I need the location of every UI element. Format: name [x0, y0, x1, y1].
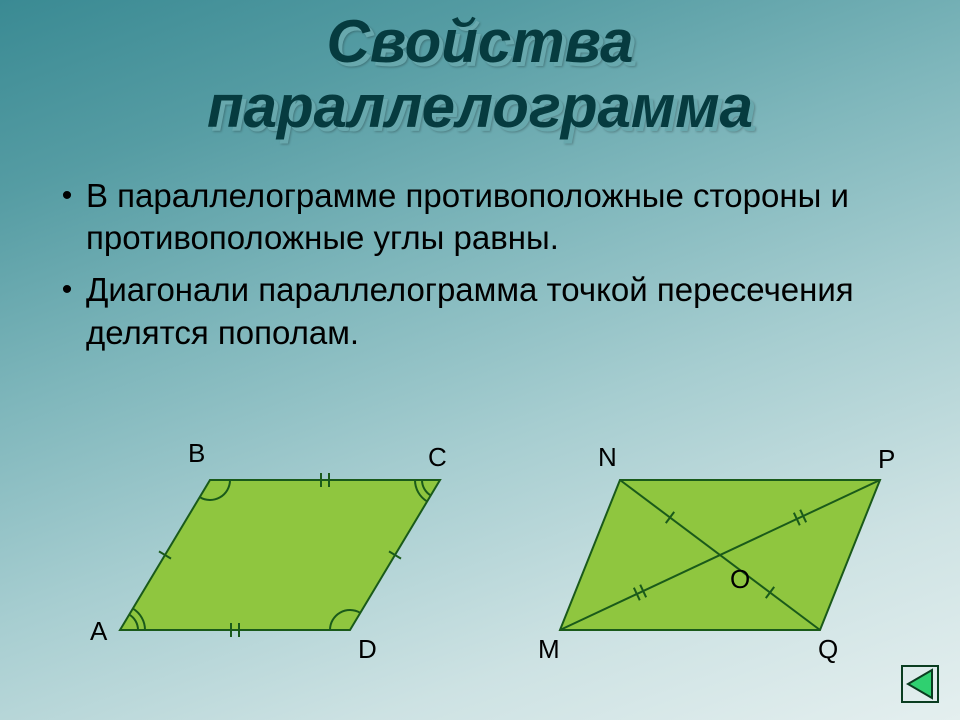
prev-slide-icon[interactable] [900, 664, 940, 704]
body-text: • В параллелограмме противоположные стор… [48, 175, 920, 364]
bullet-2-text: Диагонали параллелограмма точкой пересеч… [86, 269, 920, 353]
svg-text:P: P [878, 444, 895, 474]
slide: Свойства параллелограмма • В параллелогр… [0, 0, 960, 720]
bullet-dot: • [48, 269, 86, 311]
svg-text:Q: Q [818, 634, 838, 664]
bullet-1: • В параллелограмме противоположные стор… [48, 175, 920, 259]
slide-title: Свойства параллелограмма [0, 10, 960, 140]
svg-text:B: B [188, 438, 205, 468]
svg-text:D: D [358, 634, 377, 664]
svg-text:A: A [90, 616, 108, 646]
svg-text:M: M [538, 634, 560, 664]
diagram-parallelogram-mnpq: M N P Q O [520, 430, 940, 670]
svg-text:O: O [730, 564, 750, 594]
svg-text:N: N [598, 442, 617, 472]
title-line-2: параллелограмма [207, 73, 753, 140]
bullet-1-text: В параллелограмме противоположные сторон… [86, 175, 920, 259]
svg-text:C: C [428, 442, 447, 472]
bullet-2: • Диагонали параллелограмма точкой перес… [48, 269, 920, 353]
title-line-1: Свойства [327, 8, 634, 75]
bullet-dot: • [48, 175, 86, 217]
diagram-parallelogram-abcd: A B C D [60, 430, 480, 670]
